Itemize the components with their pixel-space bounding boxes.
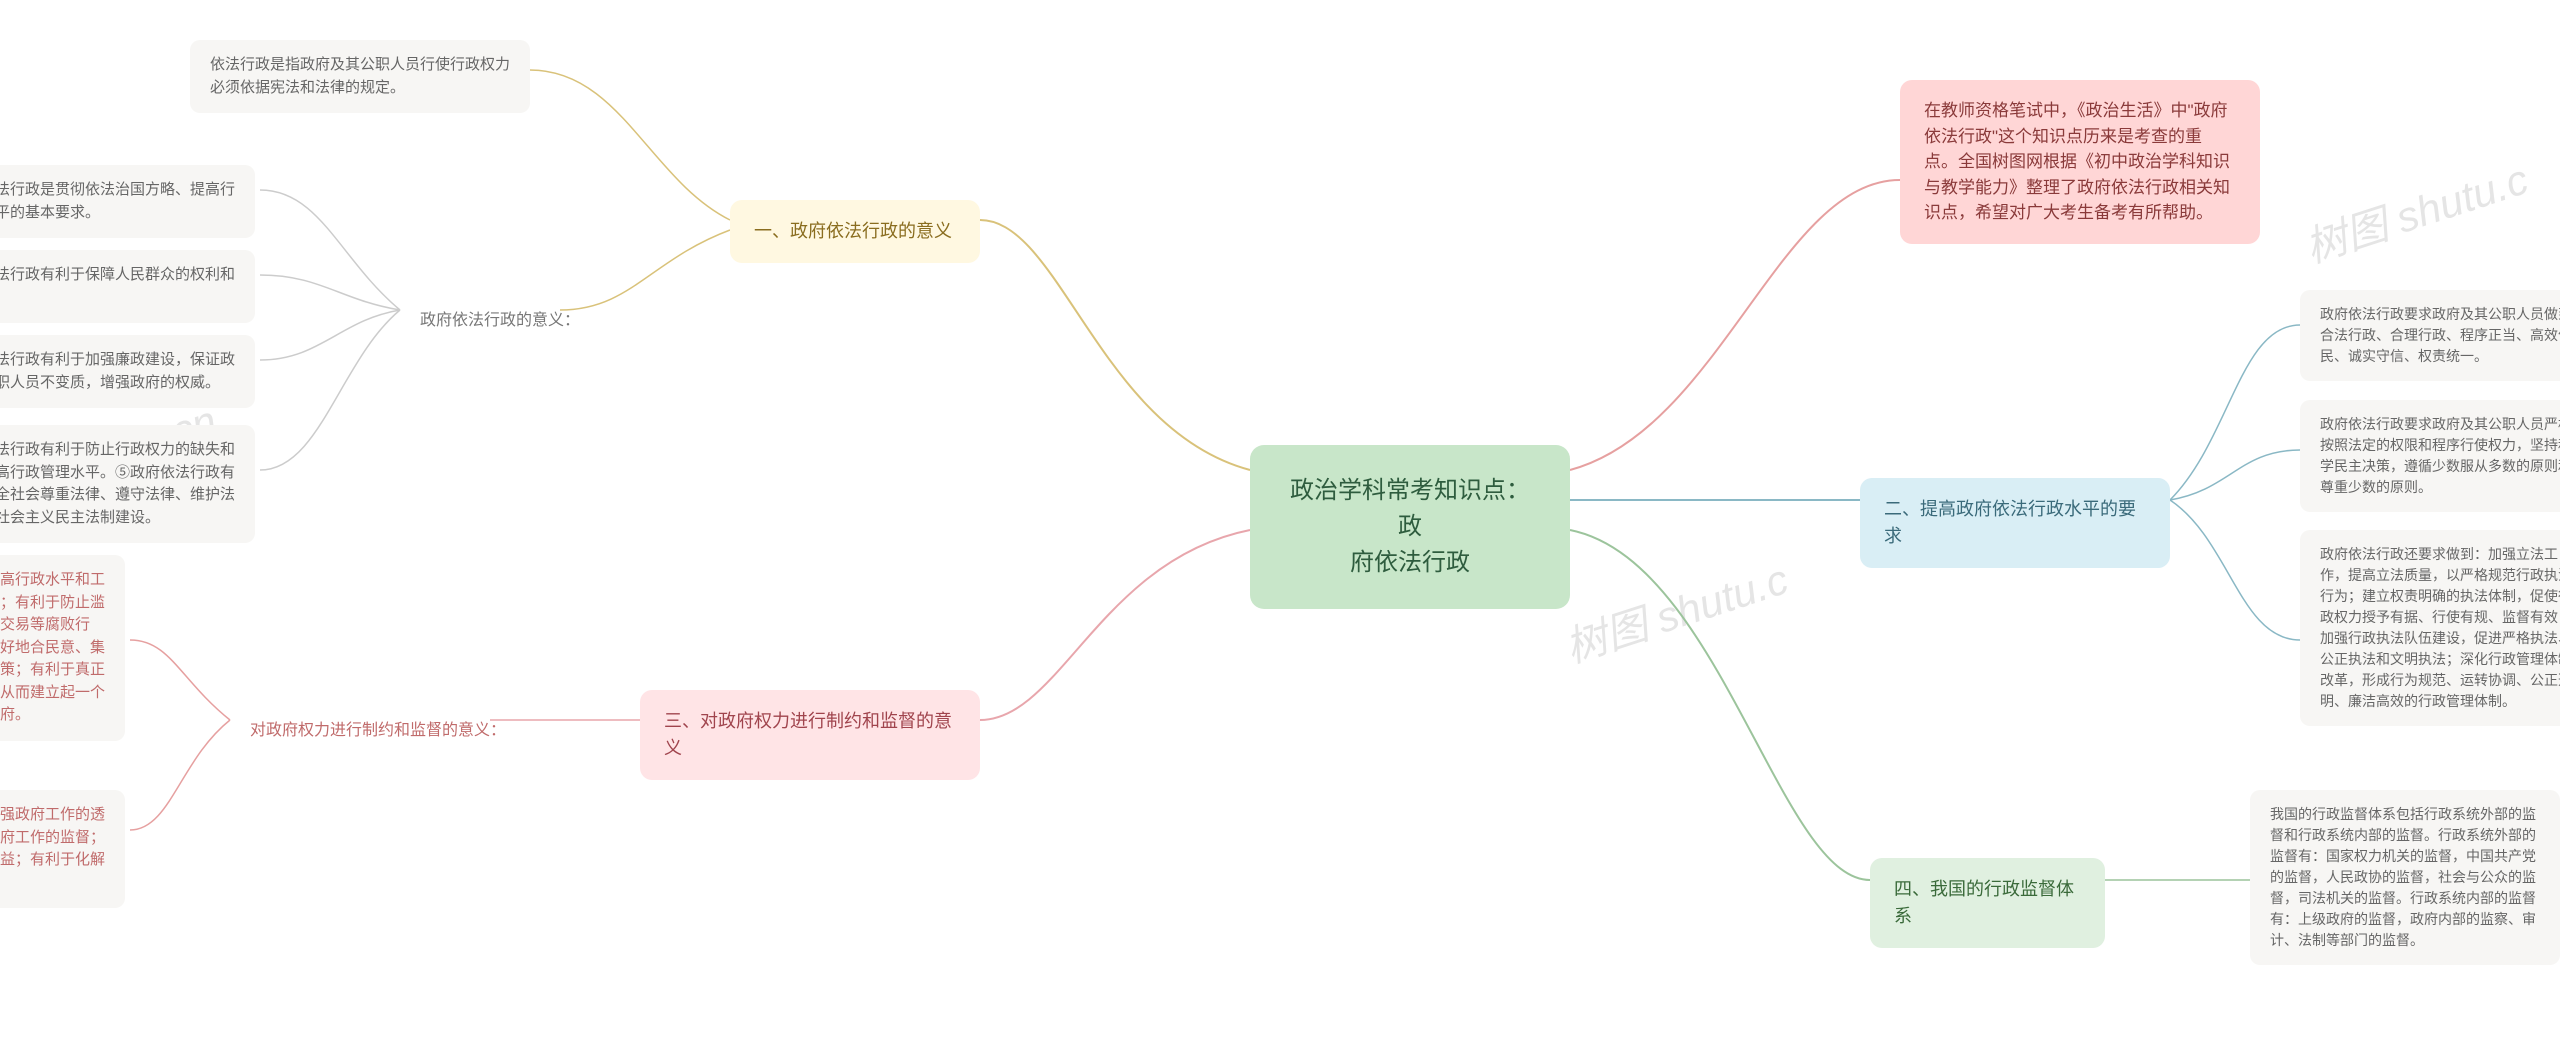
branch-2: 二、提高政府依法行政水平的要求	[1860, 478, 2170, 568]
center-title: 政治学科常考知识点：政 府依法行政	[1290, 477, 1530, 576]
intro-node: 在教师资格笔试中，《政治生活》中"政府依法行政"这个知识点历来是考查的重点。全国…	[1900, 80, 2260, 244]
b1-leaf-2-text: ②政府依法行政有利于保障人民群众的权利和自由。	[0, 266, 235, 306]
branch-3-title: 三、对政府权力进行制约和监督的意义	[664, 711, 952, 758]
b1-sub-label: 政府依法行政的意义：	[400, 295, 600, 347]
branch-4: 四、我国的行政监督体系	[1870, 858, 2105, 948]
b2-leaf-0-text: 政府依法行政要求政府及其公职人员做到合法行政、合理行政、程序正当、高效便民、诚实…	[2320, 306, 2560, 364]
b4-leaf-0: 我国的行政监督体系包括行政系统外部的监督和行政系统内部的监督。行政系统外部的监督…	[2250, 790, 2560, 965]
b2-leaf-1: 政府依法行政要求政府及其公职人员严格按照法定的权限和程序行使权力，坚持科学民主决…	[2300, 400, 2560, 512]
b1-sub-label-text: 政府依法行政的意义：	[420, 312, 580, 329]
branch-4-title: 四、我国的行政监督体系	[1894, 879, 2074, 926]
intro-text: 在教师资格笔试中，《政治生活》中"政府依法行政"这个知识点历来是考查的重点。全国…	[1924, 101, 2230, 222]
b1-leaf-0-text: 依法行政是指政府及其公职人员行使行政权力必须依据宪法和法律的规定。	[210, 56, 510, 96]
b3-sub-label-text: 对政府权力进行制约和监督的意义：	[250, 722, 506, 739]
b2-leaf-2-text: 政府依法行政还要求做到：加强立法工作，提高立法质量，以严格规范行政执法行为；建立…	[2320, 546, 2560, 709]
b3-sub-label: 对政府权力进行制约和监督的意义：	[230, 705, 526, 757]
b1-leaf-1-text: ①政府依法行政是贯彻依法治国方略、提高行政管理水平的基本要求。	[0, 181, 235, 221]
b1-leaf-1: ①政府依法行政是贯彻依法治国方略、提高行政管理水平的基本要求。	[0, 165, 255, 238]
b2-leaf-1-text: 政府依法行政要求政府及其公职人员严格按照法定的权限和程序行使权力，坚持科学民主决…	[2320, 416, 2560, 495]
watermark: 树图 shutu.c	[1556, 546, 1795, 675]
branch-3: 三、对政府权力进行制约和监督的意义	[640, 690, 980, 780]
b4-leaf-0-text: 我国的行政监督体系包括行政系统外部的监督和行政系统内部的监督。行政系统外部的监督…	[2270, 806, 2536, 948]
center-node: 政治学科常考知识点：政 府依法行政	[1250, 445, 1570, 609]
branch-2-title: 二、提高政府依法行政水平的要求	[1884, 499, 2136, 546]
b1-leaf-4: ④政府依法行政有利于防止行政权力的缺失和滥用，提高行政管理水平。⑤政府依法行政有…	[0, 425, 255, 543]
watermark: 树图 shutu.c	[2296, 146, 2535, 275]
b3-leaf-1-text: ②对人民群众来说，有利于增强政府工作的透明度，便于人民群众加强对政府工作的监督；…	[0, 806, 105, 891]
b1-leaf-3-text: ③政府依法行政有利于加强廉政建设，保证政府及其公职人员不变质，增强政府的权威。	[0, 351, 235, 391]
branch-1: 一、政府依法行政的意义	[730, 200, 980, 263]
b3-leaf-0: ①对政府自身来说，有利于提高行政水平和工作效率，减少和防止工作失误；有利于防止滥…	[0, 555, 125, 741]
b1-leaf-0: 依法行政是指政府及其公职人员行使行政权力必须依据宪法和法律的规定。	[190, 40, 530, 113]
b2-leaf-2: 政府依法行政还要求做到：加强立法工作，提高立法质量，以严格规范行政执法行为；建立…	[2300, 530, 2560, 726]
b1-leaf-2: ②政府依法行政有利于保障人民群众的权利和自由。	[0, 250, 255, 323]
b1-leaf-3: ③政府依法行政有利于加强廉政建设，保证政府及其公职人员不变质，增强政府的权威。	[0, 335, 255, 408]
b1-leaf-4-text: ④政府依法行政有利于防止行政权力的缺失和滥用，提高行政管理水平。⑤政府依法行政有…	[0, 441, 235, 526]
b3-leaf-1: ②对人民群众来说，有利于增强政府工作的透明度，便于人民群众加强对政府工作的监督；…	[0, 790, 125, 908]
branch-1-title: 一、政府依法行政的意义	[754, 221, 952, 241]
b2-leaf-0: 政府依法行政要求政府及其公职人员做到合法行政、合理行政、程序正当、高效便民、诚实…	[2300, 290, 2560, 381]
b3-leaf-0-text: ①对政府自身来说，有利于提高行政水平和工作效率，减少和防止工作失误；有利于防止滥…	[0, 571, 105, 723]
